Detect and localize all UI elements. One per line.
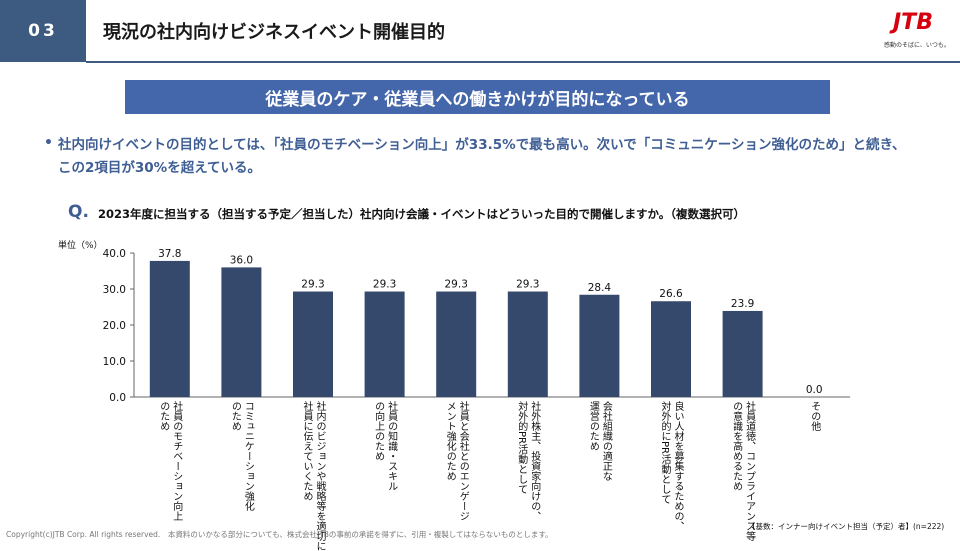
y-tick-label: 20.0 xyxy=(103,320,126,332)
banner: 従業員のケア・従業員への働きかけが目的になっている xyxy=(125,80,830,114)
question-mark: Q. xyxy=(68,202,89,222)
bar xyxy=(722,310,763,397)
y-tick-label: 40.0 xyxy=(103,248,126,260)
question-text: 2023年度に担当する（担当する予定／担当した）社内向け会議・イベントはどういっ… xyxy=(98,207,746,221)
bullet-dot: • xyxy=(44,135,53,151)
value-label: 37.8 xyxy=(158,248,181,260)
bar xyxy=(149,260,190,397)
bar xyxy=(221,267,262,397)
value-label: 28.4 xyxy=(588,282,612,294)
value-label: 29.3 xyxy=(301,279,324,291)
y-tick-label: 0.0 xyxy=(109,392,126,404)
value-label: 0.0 xyxy=(806,384,823,396)
base-note: 【基数：インナー向けイベント担当（予定）者】(n=222) xyxy=(748,522,945,531)
y-tick-label: 10.0 xyxy=(103,356,126,368)
value-label: 23.9 xyxy=(731,298,754,310)
x-tick-label: 会社組織の適正な 運営のため xyxy=(587,401,612,481)
bar xyxy=(579,294,620,397)
bar xyxy=(651,301,691,397)
value-label: 36.0 xyxy=(230,254,253,266)
bar xyxy=(436,291,477,397)
bar xyxy=(364,291,405,397)
value-label: 26.6 xyxy=(659,288,683,300)
y-tick-label: 30.0 xyxy=(103,284,126,296)
value-label: 29.3 xyxy=(373,279,396,291)
section-number: 03 xyxy=(0,0,86,62)
bar xyxy=(293,291,333,397)
x-tick-label: 社員道徳、コンプライアンス等 の意識を高めるため xyxy=(730,401,755,541)
value-label: 29.3 xyxy=(516,279,539,291)
x-tick-label: 良い人材を募集するための、 対外的にPR活動として xyxy=(659,401,683,531)
x-tick-label: その他 xyxy=(808,401,820,431)
x-tick-label: コミュニケーション強化 のため xyxy=(229,401,254,511)
copyright: Copyright(c)JTB Corp. All rights reserve… xyxy=(6,530,553,539)
tagline: 感動のそばに、いつも。 xyxy=(884,42,950,49)
bar xyxy=(507,291,548,397)
x-tick-label: 社員の知識・スキル の向上のため xyxy=(372,401,397,491)
x-tick-label: 社内のビジョンや戦略等を適切に 社員に伝えていくため xyxy=(301,401,325,551)
x-tick-label: 社員のモチベーション向上 のため xyxy=(157,401,182,521)
header-rule xyxy=(86,61,960,63)
slide-title: 現況の社内向けビジネスイベント開催目的 xyxy=(103,22,445,43)
x-tick-label: 社外株主、投資家向けの、 対外的PR活動として xyxy=(515,401,540,521)
bullet-text: 社内向けイベントの目的としては、「社員のモチベーション向上」が33.5%で最も高… xyxy=(58,137,906,176)
value-label: 29.3 xyxy=(445,279,468,291)
logo: JTB xyxy=(893,10,933,35)
unit-label: 単位（%） xyxy=(58,241,103,251)
x-tick-label: 社員と会社とのエンゲージ メント強化のため xyxy=(444,401,469,521)
